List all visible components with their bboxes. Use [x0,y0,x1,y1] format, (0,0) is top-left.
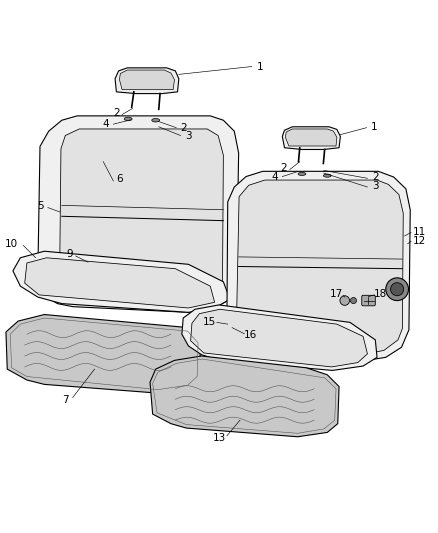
Text: 4: 4 [272,172,278,182]
Text: 18: 18 [374,288,387,298]
Polygon shape [286,129,337,146]
Polygon shape [25,258,215,308]
Text: 3: 3 [372,181,378,191]
Polygon shape [191,309,367,367]
Circle shape [386,278,409,301]
Polygon shape [60,129,223,306]
Text: 16: 16 [244,330,257,341]
Text: 2: 2 [113,108,120,118]
Text: 12: 12 [412,236,426,246]
Text: 1: 1 [257,61,264,71]
FancyBboxPatch shape [362,295,375,306]
Text: 10: 10 [5,239,18,249]
Polygon shape [283,127,340,149]
Polygon shape [13,251,230,312]
Text: 2: 2 [372,173,378,182]
Text: 11: 11 [412,228,426,237]
Text: 13: 13 [213,433,226,442]
Text: 6: 6 [116,174,123,184]
Circle shape [340,296,350,305]
Text: 2: 2 [280,163,287,173]
Polygon shape [115,68,179,94]
Text: 15: 15 [203,317,216,327]
Text: 9: 9 [67,249,73,259]
Polygon shape [227,171,410,362]
Polygon shape [237,180,403,356]
Text: 1: 1 [371,122,377,132]
Ellipse shape [323,174,331,177]
Ellipse shape [152,118,159,122]
Text: 2: 2 [180,123,187,133]
Polygon shape [120,70,174,90]
Text: 4: 4 [102,119,109,129]
Text: 17: 17 [330,288,343,298]
Text: 3: 3 [185,131,192,141]
Text: 5: 5 [38,201,44,211]
Polygon shape [38,116,239,312]
Ellipse shape [124,117,132,120]
Polygon shape [150,356,339,437]
Circle shape [391,282,404,296]
Circle shape [350,297,357,304]
Polygon shape [182,305,377,370]
Ellipse shape [298,172,306,175]
Text: 7: 7 [62,394,69,405]
Polygon shape [6,314,201,393]
